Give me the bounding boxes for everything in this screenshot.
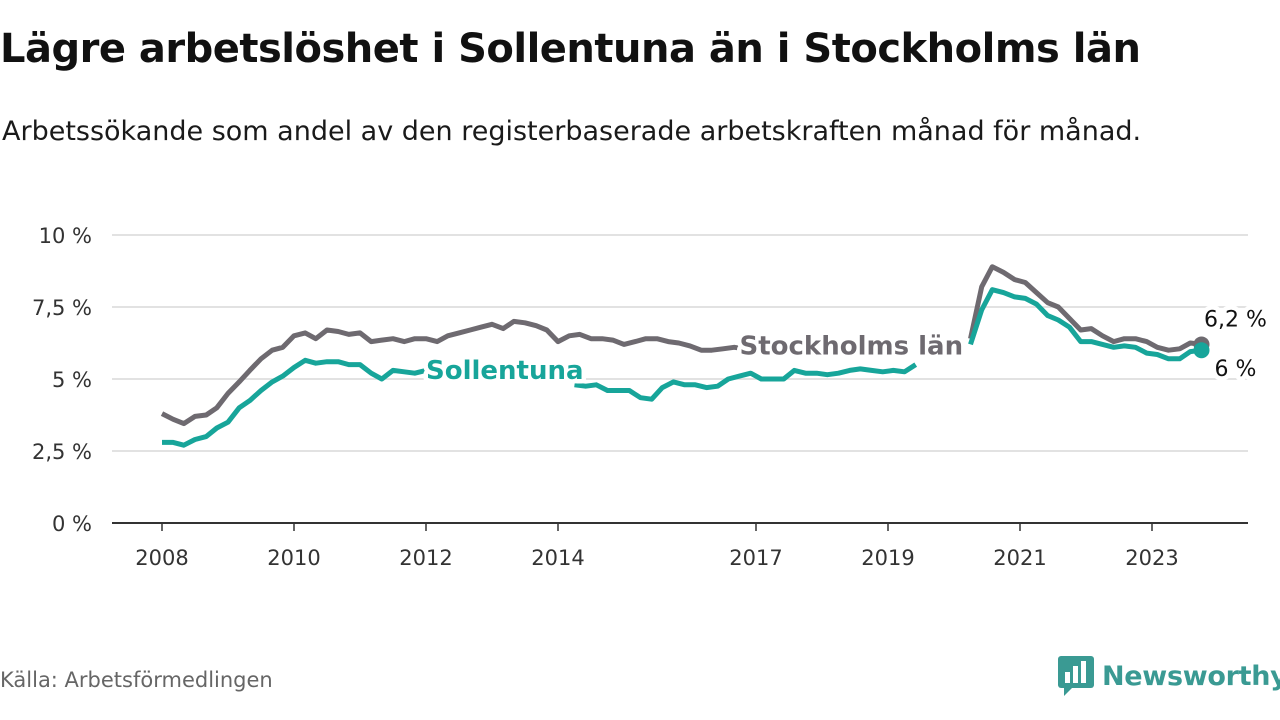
x-tick-label: 2014 xyxy=(531,546,584,570)
end-label-sollentuna-halo: 6 % xyxy=(1215,357,1257,382)
series-line-sollentuna xyxy=(574,362,918,402)
series-line-sollentuna xyxy=(162,357,427,448)
end-marker-sollentuna xyxy=(1193,342,1210,359)
series-label-sollentuna: Sollentuna xyxy=(426,356,584,386)
x-tick-label: 2021 xyxy=(993,546,1046,570)
chart-subtitle: Arbetssökande som andel av den registerb… xyxy=(2,116,1142,147)
x-tick-label: 2008 xyxy=(135,546,188,570)
x-tick-label: 2019 xyxy=(861,546,914,570)
newsworthy-logo-icon xyxy=(1058,656,1094,696)
series-line-stockholms-län xyxy=(160,318,746,427)
y-tick-label: 0 % xyxy=(52,512,92,536)
end-label-stockholms-lan-halo: 6,2 % xyxy=(1204,307,1267,332)
brand-name: Newsworthy xyxy=(1102,660,1280,692)
chart-title: Lägre arbetslöshet i Sollentuna än i Sto… xyxy=(0,26,1141,72)
y-tick-label: 2,5 % xyxy=(32,440,92,464)
y-tick-label: 5 % xyxy=(52,368,92,392)
source-note: Källa: Arbetsförmedlingen xyxy=(0,668,273,692)
series-line-sollentuna xyxy=(968,287,1202,362)
y-tick-label: 10 % xyxy=(39,224,92,248)
end-label-sollentuna: 6 % xyxy=(1215,357,1257,382)
x-tick-label: 2023 xyxy=(1125,546,1178,570)
end-label-stockholms-lan: 6,2 % xyxy=(1204,307,1267,332)
x-tick-label: 2017 xyxy=(729,546,782,570)
series-label-sollentuna-halo: Sollentuna xyxy=(426,356,584,386)
series-label-stockholms-lan: Stockholms län xyxy=(740,332,964,362)
x-tick-label: 2010 xyxy=(267,546,320,570)
y-tick-label: 7,5 % xyxy=(32,296,92,320)
axes: 0 % 2,5 % 5 % 7,5 % 10 % 2008 2010 2012 2014 2017… xyxy=(32,224,1248,570)
brand-logo: Newsworthy xyxy=(1058,654,1280,698)
series xyxy=(160,264,1210,448)
x-tick-label: 2012 xyxy=(399,546,452,570)
series-line-stockholms-län xyxy=(968,264,1202,353)
series-label-stockholms-lan-halo: Stockholms län xyxy=(740,332,964,362)
line-chart: 0 % 2,5 % 5 % 7,5 % 10 % 2008 2010 2012 2014 2017… xyxy=(31,224,1272,570)
